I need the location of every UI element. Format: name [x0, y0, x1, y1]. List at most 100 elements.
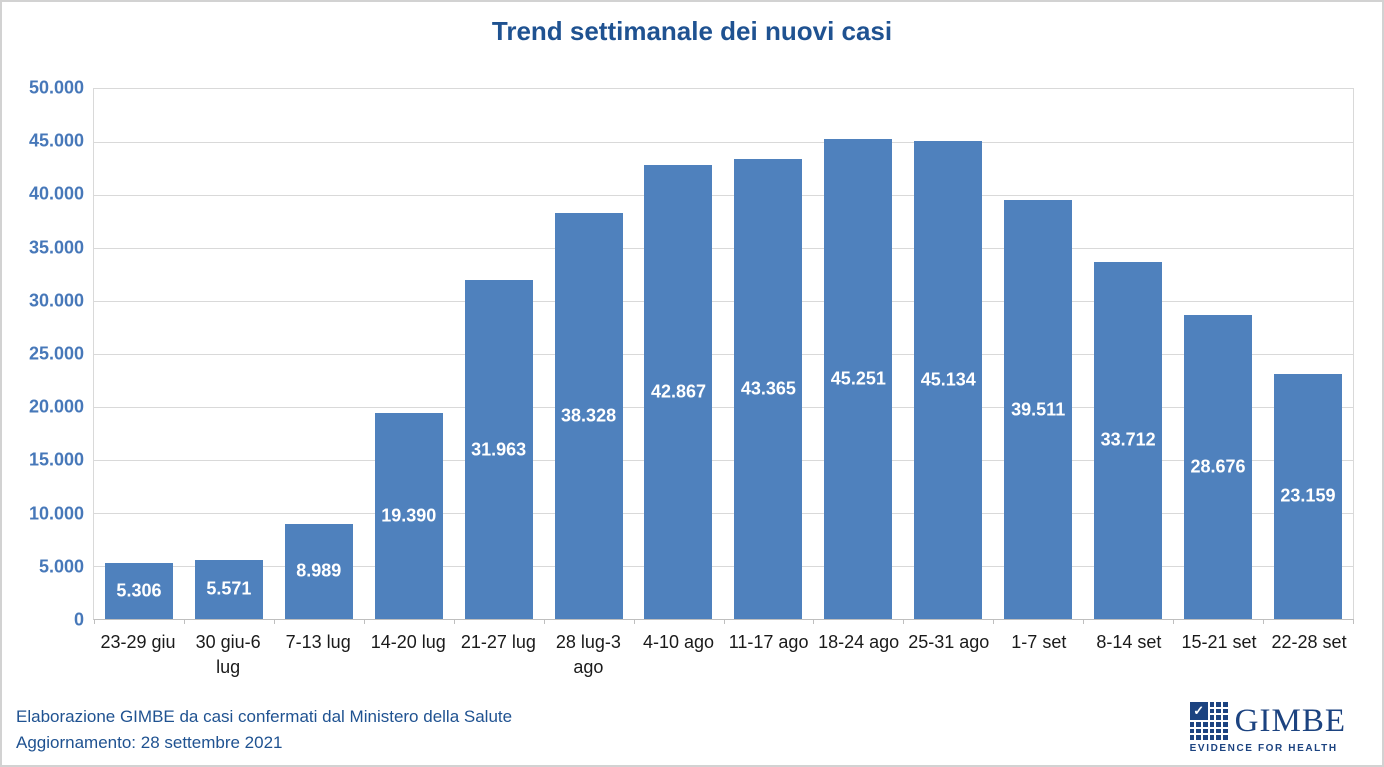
logo-grid-cell	[1222, 728, 1228, 734]
axis-tick	[993, 619, 995, 624]
axis-tick	[1353, 619, 1354, 624]
bar-value-label: 23.159	[1280, 485, 1336, 506]
y-tick-label: 50.000	[28, 77, 84, 98]
bar-slot: 28.676	[1173, 89, 1263, 619]
footer: Elaborazione GIMBE da casi confermati da…	[16, 704, 512, 756]
bar-value-label: 45.251	[830, 368, 886, 389]
axis-tick	[903, 619, 905, 624]
bar: 19.390	[374, 413, 443, 619]
gridline	[94, 142, 1353, 143]
logo-grid-cell	[1222, 702, 1228, 707]
x-tick-label: 7-13 lug	[285, 632, 351, 652]
x-tick-label: 4-10 ago	[642, 632, 715, 652]
axis-tick	[94, 619, 95, 624]
logo-grid-cell	[1209, 715, 1215, 720]
logo-grid-cell	[1222, 708, 1228, 714]
bar-slot: 8.989	[274, 89, 364, 619]
y-tick-label: 15.000	[28, 449, 84, 470]
bar: 45.134	[914, 140, 983, 619]
bar-value-label: 42.867	[650, 381, 707, 402]
axis-tick	[1173, 619, 1175, 624]
x-tick-label: 8-14 set	[1096, 632, 1162, 652]
logo-grid-cell	[1209, 702, 1215, 707]
x-tick-label: 11-17 ago	[728, 632, 809, 652]
bar-slot: 5.306	[94, 89, 184, 619]
bar-slot: 45.251	[813, 89, 903, 619]
bar-slot: 19.390	[364, 89, 454, 619]
logo-grid-cell	[1202, 735, 1208, 740]
y-tick-label: 5.000	[38, 556, 84, 577]
logo-grid-cell	[1189, 721, 1195, 727]
logo-grid-cell	[1209, 708, 1215, 714]
bar-slot: 5.571	[184, 89, 274, 619]
bar: 45.251	[824, 139, 893, 619]
logo-grid-cell	[1189, 735, 1195, 740]
check-icon: ✓	[1189, 702, 1208, 720]
x-tick-label: 21-27 lug	[460, 632, 536, 652]
gridline	[94, 248, 1353, 249]
y-tick-label: 10.000	[28, 503, 84, 524]
bar-slot: 45.134	[903, 89, 993, 619]
axis-tick	[633, 619, 635, 624]
gimbe-tagline: EVIDENCE FOR HEALTH	[1189, 743, 1338, 754]
gimbe-logo: ✓ GIMBE EVIDENCE FOR HEALTH	[1189, 702, 1346, 754]
bar-value-label: 19.390	[381, 505, 437, 526]
y-tick-label: 35.000	[28, 237, 84, 258]
bar: 8.989	[284, 523, 353, 619]
footer-update-line: Aggiornamento: 28 settembre 2021	[16, 733, 283, 752]
logo-grid-cell	[1202, 721, 1208, 727]
bar-slot: 39.511	[993, 89, 1083, 619]
bar-slot: 23.159	[1263, 89, 1353, 619]
bar-value-label: 8.989	[296, 560, 342, 581]
logo-grid-cell	[1196, 721, 1201, 727]
bar: 28.676	[1184, 315, 1253, 619]
x-tick-label: 22-28 set	[1271, 632, 1347, 652]
gridline	[94, 460, 1353, 461]
axis-tick	[273, 619, 275, 624]
gridline	[94, 195, 1353, 196]
axis-tick	[543, 619, 545, 624]
gimbe-wordmark: GIMBE	[1234, 703, 1346, 739]
axis-tick	[1083, 619, 1085, 624]
logo-grid-cell	[1209, 721, 1215, 727]
y-tick-label: 40.000	[28, 183, 84, 204]
axis-tick	[723, 619, 725, 624]
axis-tick	[453, 619, 455, 624]
bar-value-label: 38.328	[561, 405, 617, 426]
logo-grid-cell	[1216, 708, 1221, 714]
y-tick-label: 45.000	[28, 130, 84, 151]
gridline	[94, 566, 1353, 567]
gimbe-logo-top: ✓ GIMBE	[1189, 702, 1346, 740]
y-tick-label: 25.000	[28, 343, 84, 364]
bar-slot: 31.963	[454, 89, 544, 619]
logo-grid-cell	[1222, 735, 1228, 740]
bar: 31.963	[464, 280, 533, 619]
bar-value-label: 28.676	[1190, 456, 1246, 477]
x-tick-label: 25-31 ago	[908, 632, 990, 652]
axis-tick	[1263, 619, 1265, 624]
logo-grid-cell	[1209, 735, 1215, 740]
x-tick-label: 18-24 ago	[818, 632, 900, 652]
logo-grid-cell	[1216, 721, 1221, 727]
x-tick-label: 15-21 set	[1181, 632, 1257, 652]
y-tick-label: 0	[73, 609, 84, 630]
axis-tick	[183, 619, 185, 624]
bar-slot: 43.365	[723, 89, 813, 619]
x-tick-label: 1-7 set	[1011, 632, 1067, 652]
bar: 39.511	[1004, 200, 1073, 619]
x-tick-label: 14-20 lug	[370, 632, 446, 652]
logo-grid-cell	[1222, 721, 1228, 727]
gridline	[94, 354, 1353, 355]
bar: 38.328	[554, 212, 623, 619]
bar-value-label: 31.963	[471, 439, 527, 460]
bar: 43.365	[734, 159, 803, 619]
logo-grid-cell	[1216, 728, 1221, 734]
x-axis-labels: 23-29 giu 30 giu-6 lug 7-13 lug 14-20 lug 21…	[93, 630, 1354, 680]
y-axis-labels: 0 5.000 10.000 15.000 20.000 25.000 30.000 35.0…	[0, 78, 84, 630]
bar-slot: 42.867	[634, 89, 724, 619]
bar-slot: 33.712	[1083, 89, 1173, 619]
footer-source-line: Elaborazione GIMBE da casi confermati da…	[16, 707, 513, 726]
gridline	[94, 513, 1353, 514]
bars-container: 5.306 5.571 8.989 19.390 31.963 38.328 42.867 4…	[94, 89, 1353, 619]
